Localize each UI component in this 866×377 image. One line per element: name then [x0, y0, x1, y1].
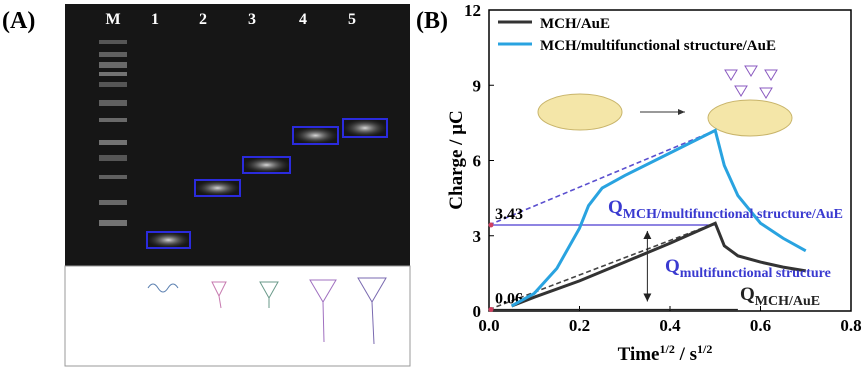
intercept-dot [488, 306, 494, 312]
ladder-band [99, 52, 127, 57]
ladder-band [99, 40, 127, 44]
q-subscript: MCH/multifunctional structure/AuE [623, 207, 843, 222]
icon [309, 279, 337, 343]
lane-label: 2 [199, 11, 207, 28]
ladder-band [99, 200, 127, 205]
icon [211, 281, 227, 309]
icon [259, 281, 279, 308]
y-tick-label: 9 [473, 76, 482, 95]
structure-icons [147, 277, 387, 345]
lane-label: M [105, 11, 120, 28]
series-line [511, 221, 806, 308]
band [194, 179, 241, 197]
x-label-part: / s [675, 344, 697, 365]
panel-label: (B) [416, 8, 448, 34]
y-tick-label: 6 [473, 152, 482, 171]
lane-label: 3 [248, 11, 256, 28]
structure-strip [64, 265, 411, 367]
ladder-band [99, 82, 127, 87]
panel-label: (A) [2, 8, 35, 34]
ladder-band [99, 140, 127, 145]
band [242, 156, 291, 174]
x-tick-label: 0.4 [659, 316, 681, 335]
x-tick-label: 0.0 [478, 316, 499, 335]
ladder-band [99, 72, 127, 76]
band [146, 231, 191, 249]
ladder-band [99, 118, 127, 122]
q-subscript: MCH/AuE [755, 294, 820, 309]
intercept-label: 3.43 [495, 206, 523, 223]
ladder-band [99, 155, 127, 161]
x-label-part: Time [618, 344, 660, 365]
intercept-label: 0.06 [495, 290, 523, 307]
marker-ladder [99, 40, 127, 226]
inset-schematic [537, 65, 793, 137]
x-axis-label: Time1/2 / s1/2 [618, 342, 713, 365]
tetrahedra [724, 65, 778, 99]
icon [147, 283, 179, 293]
fit-line [488, 222, 716, 311]
x-label-part: 1/2 [660, 342, 675, 356]
ladder-band [99, 175, 127, 179]
series-line [510, 128, 807, 308]
ladder-band [99, 62, 127, 68]
electrode [707, 99, 793, 137]
fit-line [488, 129, 716, 226]
arrowhead [678, 109, 685, 115]
y-tick-label: 3 [473, 227, 482, 246]
legend-label: MCH/multifunctional structure/AuE [540, 38, 776, 54]
gel-bands [146, 118, 388, 249]
intercept-dot [488, 222, 494, 228]
arrowhead [643, 230, 652, 302]
q-annotation: QMCH/AuE [740, 284, 820, 309]
ladder-band [99, 100, 127, 106]
legend-label: MCH/AuE [540, 16, 610, 32]
lane-label: 5 [348, 11, 356, 28]
icon [357, 277, 387, 345]
q-subscript: multifunctional structure [680, 266, 831, 281]
x-tick-label: 0.8 [840, 316, 861, 335]
q-annotation: Qmultifunctional structure [665, 256, 831, 281]
lane-label: 1 [151, 11, 159, 28]
band [292, 126, 339, 145]
band [342, 118, 388, 138]
x-tick-label: 0.2 [569, 316, 590, 335]
q-symbol: Q [740, 284, 755, 305]
y-axis-label: Charge / μC [446, 110, 467, 209]
q-annotation: QMCH/multifunctional structure/AuE [608, 197, 843, 222]
lane-label: 4 [299, 11, 307, 28]
x-label-part: 1/2 [697, 342, 712, 356]
x-tick-label: 0.6 [750, 316, 771, 335]
y-tick-label: 12 [464, 1, 481, 20]
ladder-band [99, 220, 127, 226]
q-symbol: Q [665, 256, 680, 277]
electrode [537, 93, 623, 131]
q-symbol: Q [608, 197, 623, 218]
y-tick-label: 0 [473, 302, 482, 321]
